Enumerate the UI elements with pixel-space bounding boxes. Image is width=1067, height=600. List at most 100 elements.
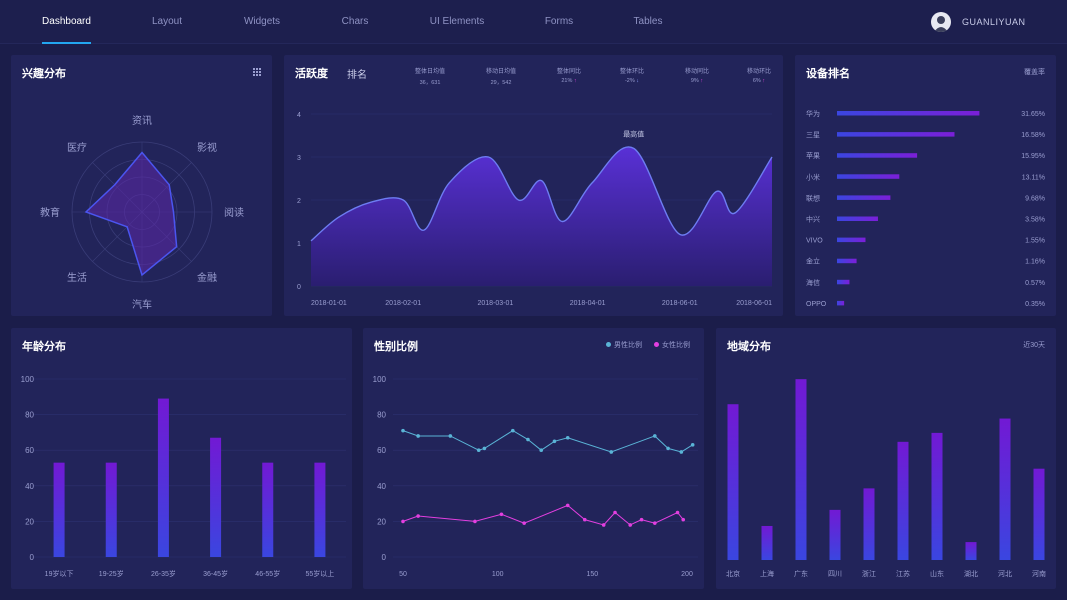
device-label: 三星 [806, 131, 820, 139]
legend-dot-icon [654, 342, 659, 347]
series-point [681, 517, 686, 522]
device-value-label: 0.35% [1025, 301, 1045, 308]
activity-title: 活跃度 [295, 68, 328, 80]
activity-area-chart: 0 1 2 3 4 最高值 2018-01-01 2018-02-01 2018-03-01 20… [297, 112, 773, 307]
series-point [582, 517, 587, 522]
bar [999, 418, 1011, 560]
gender-line-chart: 0 20 40 60 80 100 50 100 150 200 [373, 375, 698, 578]
series-point [601, 523, 606, 527]
device-value-label: 15.95% [1021, 153, 1045, 160]
y-tick-label: 80 [25, 411, 34, 420]
device-label: 华为 [806, 109, 820, 118]
device-label: 小米 [806, 172, 820, 181]
bar [761, 525, 773, 560]
x-tick-label: 河南 [1032, 569, 1046, 578]
x-tick-label: 湖北 [964, 569, 978, 578]
x-tick-label: 广东 [794, 569, 808, 578]
stat-mobile-mom: 移动环比 6% ↑ [746, 69, 771, 84]
series-point [552, 439, 557, 444]
bar [727, 404, 739, 560]
x-tick-label: 2018-06-01 [662, 300, 698, 307]
x-tick-label: 2018-06-01 [736, 300, 772, 307]
nav-widgets[interactable]: Widgets [243, 16, 281, 27]
username[interactable]: GUANLIYUAN [962, 17, 1026, 27]
bar [863, 488, 875, 560]
series-point [416, 434, 420, 438]
bar [53, 462, 65, 557]
bar [897, 441, 909, 560]
legend-male[interactable]: 男性比例 [606, 340, 642, 350]
stat-overall-mom: 整体环比 -2% ↓ [619, 69, 644, 84]
radar-axis-label: 汽车 [132, 298, 152, 311]
x-tick-label: 四川 [828, 570, 842, 578]
series-point [401, 428, 405, 433]
region-panel: 地域分布 近30天 北京 上海 广东 四川 浙江 江苏 山东 湖北 河北 河南 [716, 328, 1056, 589]
nav-tables[interactable]: Tables [633, 16, 663, 27]
device-bar [837, 111, 980, 116]
device-label: 海信 [806, 278, 820, 287]
age-panel: 年龄分布 0 20 40 60 80 100 19岁以下 19-25岁 26-35岁 36-45岁… [11, 328, 352, 589]
series-line [402, 430, 693, 453]
y-tick-label: 3 [297, 155, 301, 162]
y-tick-label: 0 [30, 553, 35, 562]
device-label: 金立 [806, 257, 820, 266]
interest-title: 兴趣分布 [22, 68, 66, 80]
nav-ui-elements[interactable]: UI Elements [429, 16, 485, 27]
bar [795, 379, 807, 560]
y-tick-label: 100 [21, 375, 35, 384]
avatar[interactable] [931, 12, 951, 32]
x-tick-label: 北京 [726, 569, 740, 578]
nav-chars[interactable]: Chars [341, 16, 369, 27]
nav-layout[interactable]: Layout [151, 16, 183, 27]
radar-area [84, 151, 178, 277]
y-tick-label: 2 [297, 198, 301, 205]
bar [157, 398, 169, 557]
gender-panel: 性别比例 男性比例 女性比例 0 20 40 60 80 100 50 100 150 200 [363, 328, 704, 589]
bar [105, 462, 117, 557]
stat-overall-yoy: 整体同比 21% ↑ [556, 69, 581, 84]
x-tick-label: 19岁以下 [45, 569, 74, 578]
series-point [539, 448, 544, 452]
x-tick-label: 19-25岁 [99, 569, 124, 578]
region-period-label[interactable]: 近30天 [1023, 342, 1045, 349]
age-bar-chart: 0 20 40 60 80 100 19岁以下 19-25岁 26-35岁 36-45岁 46-55… [21, 375, 346, 578]
series-point [511, 428, 515, 433]
stat-mobile-yoy: 移动同比 9% ↑ [684, 69, 709, 84]
series-point [653, 434, 657, 438]
bar [262, 462, 274, 557]
activity-panel: 活跃度 排名 0 1 2 3 4 最高值 2018-01-01 2018-02-01 2018-… [284, 55, 783, 316]
nav-forms[interactable]: Forms [544, 16, 574, 27]
device-bar-chart: 华为 31.65% 三星 16.58% 苹果 15.95% 小米 13.11% 联想 9.68% 中… [806, 109, 1045, 308]
y-tick-label: 80 [377, 411, 386, 420]
device-bar [837, 132, 955, 137]
bar [314, 462, 326, 557]
y-tick-label: 60 [377, 446, 386, 455]
gender-title: 性别比例 [374, 341, 418, 353]
x-tick-label: 150 [586, 571, 598, 578]
series-point [522, 521, 526, 525]
grid-icon[interactable] [253, 68, 261, 76]
series-point [448, 434, 453, 438]
series-point [401, 519, 405, 524]
activity-area [311, 146, 772, 286]
arrow-up-icon: ↑ [700, 78, 704, 84]
x-tick-label: 2018-01-01 [311, 300, 347, 307]
radar-axis-label: 资讯 [132, 115, 152, 127]
x-tick-label: 浙江 [862, 569, 876, 578]
device-value-label: 1.55% [1025, 238, 1045, 245]
device-bar [837, 300, 845, 306]
x-tick-label: 50 [399, 571, 407, 578]
nav-dashboard[interactable]: Dashboard [42, 0, 91, 44]
series-point [565, 435, 570, 440]
device-label: OPPO [806, 301, 827, 308]
bar [210, 437, 222, 557]
series-point [499, 512, 504, 517]
x-tick-label: 100 [492, 571, 504, 578]
interest-panel: 兴趣分布 资讯 影视 阅读 金融 汽车 生活 教育 医疗 [11, 55, 272, 316]
device-value-label: 13.11% [1022, 174, 1045, 181]
series-point [675, 510, 680, 515]
radar-axis-label: 生活 [67, 271, 87, 284]
bar [931, 432, 943, 560]
legend-female[interactable]: 女性比例 [654, 340, 690, 350]
